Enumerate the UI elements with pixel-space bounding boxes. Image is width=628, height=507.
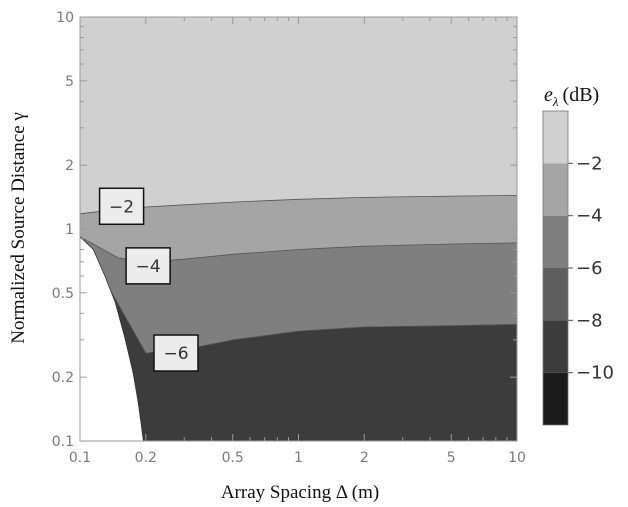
colorbar-band xyxy=(543,372,568,425)
y-tick-label: 0.1 xyxy=(52,434,74,450)
contour-label-text: −2 xyxy=(109,197,134,217)
colorbar-title-sub: λ xyxy=(552,94,559,109)
colorbar-tick-label: −8 xyxy=(576,310,603,331)
colorbar-tick-label: −2 xyxy=(576,153,603,174)
boundary-line xyxy=(79,236,144,442)
x-tick-label: 0.1 xyxy=(69,450,91,466)
colorbar-title: eλ (dB) xyxy=(544,84,599,109)
y-tick-label: 5 xyxy=(65,74,74,90)
x-tick-label: 2 xyxy=(360,450,369,466)
y-axis-title: Normalized Source Distance γ xyxy=(8,112,29,344)
contour-labels: −2 −4 −6 xyxy=(98,187,199,372)
x-tick-label: 0.5 xyxy=(222,450,244,466)
contour-line-3 xyxy=(111,292,518,354)
contour-label-text: −6 xyxy=(163,344,188,364)
y-axis-ticks: 0.1 0.2 0.5 1 2 5 10 xyxy=(52,10,517,450)
x-axis-title: Array Spacing Δ (m) xyxy=(221,482,379,503)
contour-label-box xyxy=(98,187,145,226)
x-tick-label: 0.2 xyxy=(135,450,157,466)
colorbar-band xyxy=(543,111,568,164)
x-axis-ticks: 0.1 0.2 0.5 1 2 5 10 xyxy=(69,17,526,466)
colorbar-tick-label: −6 xyxy=(576,258,603,279)
colorbar-band xyxy=(543,215,568,268)
x-tick-label: 10 xyxy=(508,450,526,466)
y-tick-label: 10 xyxy=(56,10,74,26)
colorbar: −10 −8 −6 −4 −2 xyxy=(542,110,614,426)
contour-label-box xyxy=(125,247,171,285)
contour-label-box xyxy=(153,334,199,372)
x-tick-label: 5 xyxy=(447,450,456,466)
y-tick-label: 0.5 xyxy=(52,286,74,302)
contour-label-text: −4 xyxy=(136,257,161,277)
colorbar-title-unit: (dB) xyxy=(563,84,600,106)
colorbar-tick-label: −4 xyxy=(576,206,603,227)
colorbar-band xyxy=(543,320,568,373)
y-tick-label: 0.2 xyxy=(52,370,74,386)
contour-label: −6 xyxy=(153,334,199,372)
y-tick-label: 1 xyxy=(65,222,74,238)
colorbar-band xyxy=(543,268,568,321)
plot-area xyxy=(79,17,518,442)
colorbar-tick-label: −10 xyxy=(576,363,614,384)
colorbar-title-main: e xyxy=(544,84,553,106)
y-tick-label: 2 xyxy=(65,158,74,174)
region-undefined-domain xyxy=(80,236,144,441)
x-tick-label: 1 xyxy=(294,450,303,466)
colorbar-band xyxy=(543,163,568,216)
contour-label: −2 xyxy=(98,187,145,226)
contour-label: −4 xyxy=(125,247,171,285)
region-below-minus6 xyxy=(80,292,517,441)
